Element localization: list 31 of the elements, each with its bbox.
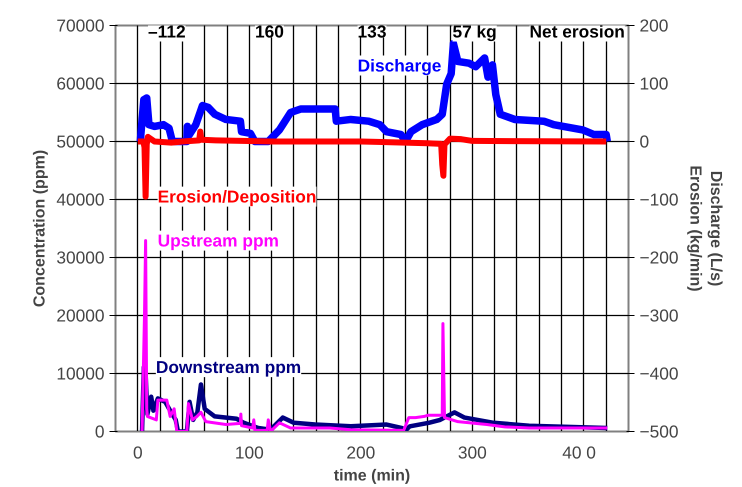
y2-tick-label: 100: [640, 74, 668, 94]
series-label: Discharge: [358, 55, 442, 76]
x-tick-label: 0: [132, 442, 143, 462]
y-axis-title: Concentration (ppm): [31, 150, 48, 308]
y2-tick-label: −100: [640, 190, 679, 210]
y-tick-label: 40000: [56, 190, 104, 210]
series-label: Upstream ppm: [158, 230, 279, 251]
series-label: Erosion/Deposition: [158, 186, 316, 207]
y-tick-label: 60000: [56, 74, 104, 94]
y-tick-label: 30000: [56, 248, 104, 268]
x-tick-label: 300: [458, 442, 487, 462]
y2-tick-label: 0: [640, 132, 650, 152]
x-tick-label: 200: [346, 442, 376, 462]
x-tick-label: 100: [234, 442, 264, 462]
y2-tick-label: 200: [640, 16, 668, 36]
y2-tick-label: −400: [640, 364, 679, 384]
y2-tick-label: −300: [640, 306, 679, 326]
y2-tick-label: −500: [640, 422, 679, 442]
annotation: 133: [358, 22, 387, 42]
y-tick-label: 70000: [56, 16, 104, 36]
x-tick-label: 40 0: [562, 442, 596, 462]
series-label: Downstream ppm: [156, 357, 302, 378]
x-axis-title: time (min): [334, 468, 410, 484]
y-tick-label: 10000: [56, 364, 104, 384]
y-tick-label: 20000: [56, 306, 104, 326]
y-tick-label: 50000: [56, 132, 104, 152]
y-tick-label: 0: [94, 422, 105, 442]
y2-tick-label: −200: [640, 248, 679, 268]
y2-axis-title: Discharge (L/s) Erosion (kg/min): [686, 165, 724, 292]
annotation: –112: [148, 22, 186, 42]
annotation: 160: [254, 22, 284, 42]
